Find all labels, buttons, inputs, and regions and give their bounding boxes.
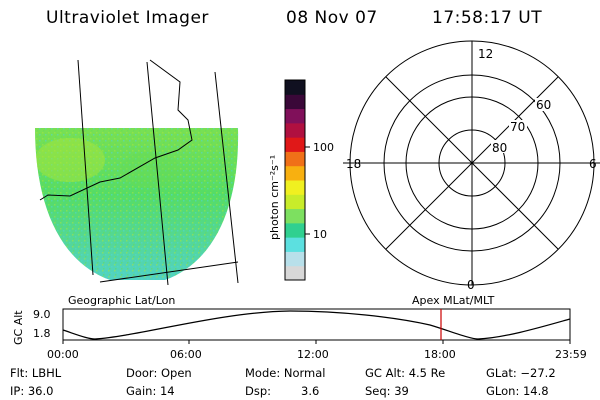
gc-alt-min-label: 1.8 (33, 327, 51, 340)
time-tick-0000: 00:00 (47, 348, 79, 361)
timeline-frame (62, 308, 571, 341)
mlt-label-18: 18 (346, 157, 361, 171)
color-scale-ticks (305, 146, 310, 235)
glat-readout: GLat: −27.2 (486, 366, 556, 380)
mlat-label-70: 70 (510, 120, 525, 134)
time-tick-1200: 12:00 (297, 348, 329, 361)
color-scale-band (285, 151, 305, 167)
gc-alt-axis-label: GC Alt (12, 310, 25, 345)
glon-readout: GLon: 14.8 (486, 384, 549, 398)
color-scale-frame (284, 79, 306, 281)
mode-readout: Mode: Normal (245, 366, 326, 380)
seq-readout: Seq: 39 (365, 384, 409, 398)
apex-caption: Apex MLat/MLT (412, 294, 495, 307)
ip-readout: IP: 36.0 (10, 384, 54, 398)
color-scale-band (285, 180, 305, 195)
color-scale-band (285, 137, 305, 152)
mlt-label-12: 12 (478, 47, 493, 61)
gc-alt-readout: GC Alt: 4.5 Re (365, 366, 446, 380)
date-readout: 08 Nov 07 (286, 8, 378, 28)
dsp-value: 3.6 (301, 384, 320, 398)
color-scale-band (285, 94, 305, 110)
color-scale-label: photon cm⁻²s⁻¹ (268, 155, 281, 240)
polar-plot (343, 40, 600, 286)
color-scale-band (285, 237, 305, 252)
mlt-label-6: 6 (589, 157, 597, 171)
mlat-label-80: 80 (492, 141, 507, 155)
color-scale-band (285, 265, 305, 281)
time-tick-2359: 23:59 (555, 348, 587, 361)
gain-readout: Gain: 14 (126, 384, 175, 398)
door-readout: Door: Open (126, 366, 192, 380)
color-scale-band (285, 222, 305, 238)
gc-alt-max-label: 9.0 (33, 308, 51, 321)
geographic-grid-lines (39, 59, 239, 286)
filter-readout: Flt: LBHL (10, 366, 62, 380)
color-scale-band (285, 122, 305, 138)
color-scale-band (285, 108, 305, 124)
color-scale-bar (285, 80, 305, 281)
geographic-caption: Geographic Lat/Lon (68, 294, 175, 307)
color-scale-band (285, 165, 305, 181)
color-scale-tick-10: 10 (313, 228, 327, 241)
timeline-ticks (62, 340, 571, 344)
color-scale-tick-100: 100 (313, 141, 334, 154)
app-title: Ultraviolet Imager (46, 8, 209, 28)
time-tick-0600: 06:00 (170, 348, 202, 361)
aurora-image (35, 128, 239, 280)
mlat-label-60: 60 (536, 98, 551, 112)
dsp-label: Dsp: (245, 384, 272, 398)
color-scale-band (285, 251, 305, 267)
color-scale-band (285, 208, 305, 224)
mlt-label-0: 0 (467, 278, 475, 292)
color-scale-band (285, 194, 305, 210)
orbit-altitude-curve (62, 310, 571, 340)
color-scale-band (285, 80, 305, 95)
time-tick-1800: 18:00 (424, 348, 456, 361)
time-readout: 17:58:17 UT (432, 8, 543, 28)
